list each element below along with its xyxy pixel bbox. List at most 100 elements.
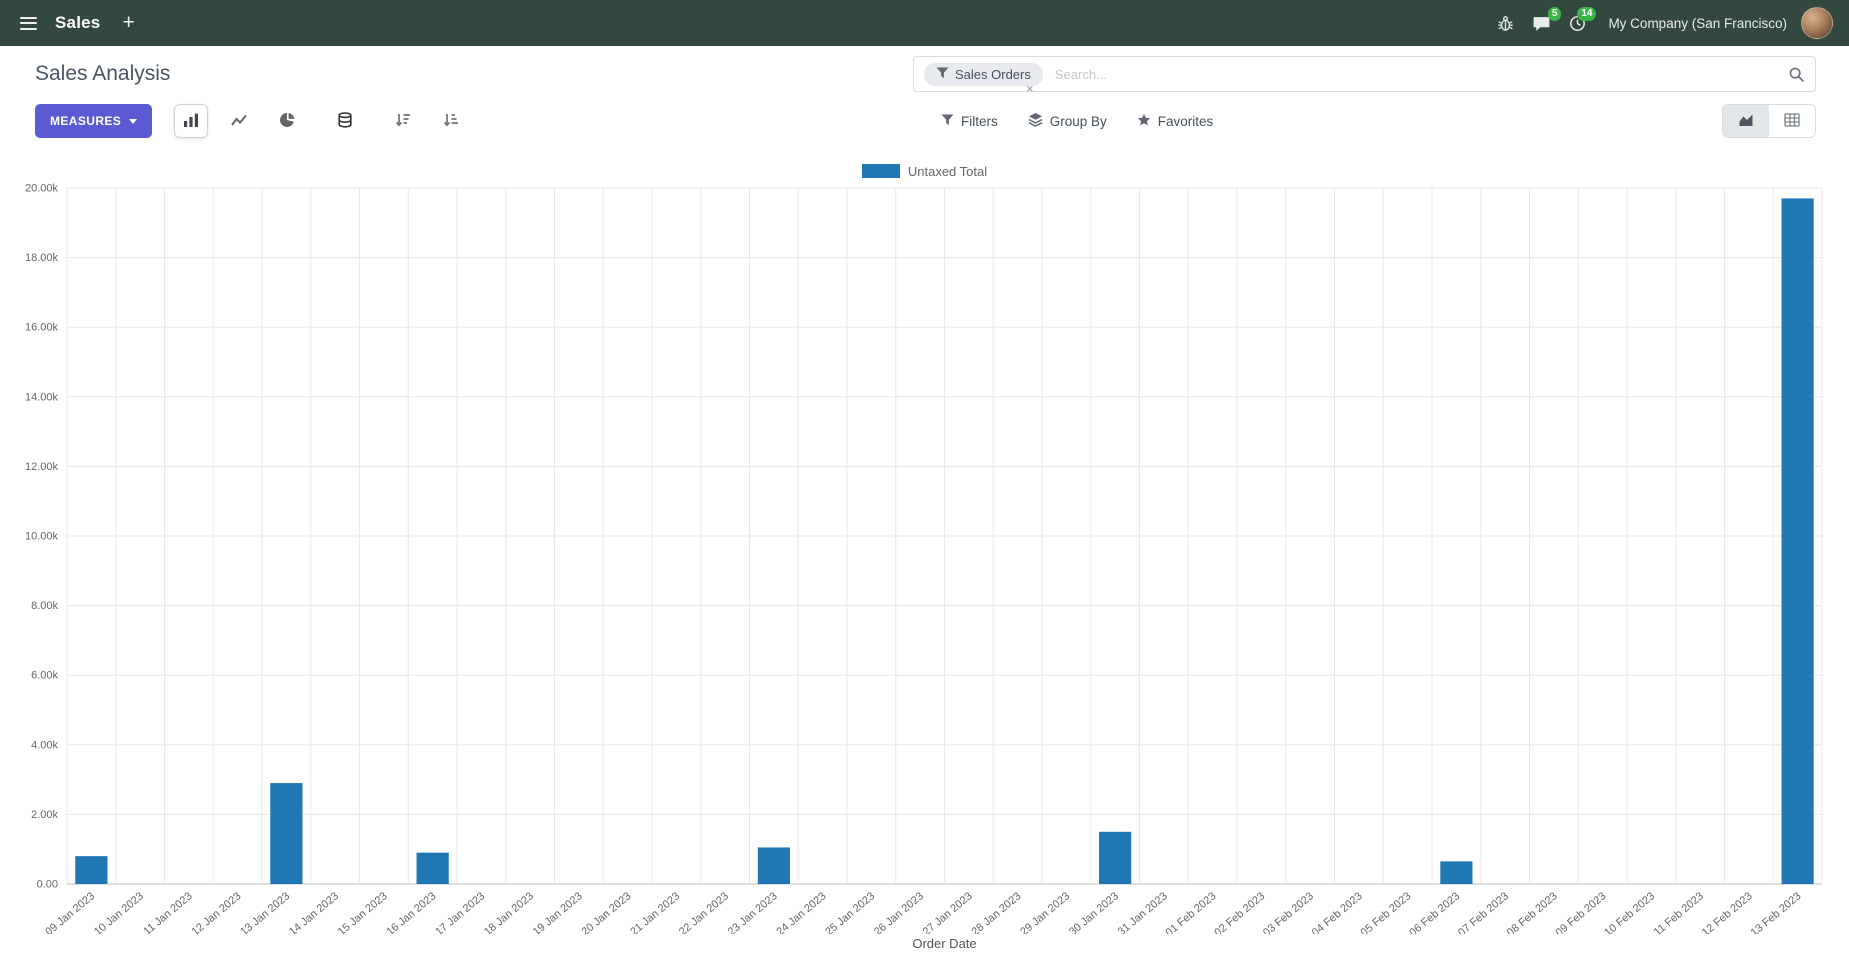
svg-text:10 Jan 2023: 10 Jan 2023	[92, 890, 146, 934]
svg-text:11 Feb 2023: 11 Feb 2023	[1652, 890, 1706, 934]
svg-text:22 Jan 2023: 22 Jan 2023	[677, 890, 731, 934]
facet-filter-icon	[936, 66, 949, 82]
search-icon[interactable]	[1788, 66, 1805, 83]
search-options-group: Filters Group By	[941, 104, 1213, 138]
line-chart-button[interactable]	[222, 104, 256, 138]
apps-menu-icon[interactable]	[16, 13, 41, 34]
svg-text:15 Jan 2023: 15 Jan 2023	[336, 890, 390, 934]
svg-text:20.00k: 20.00k	[25, 183, 59, 195]
svg-text:02 Feb 2023: 02 Feb 2023	[1212, 890, 1267, 934]
svg-text:10 Feb 2023: 10 Feb 2023	[1602, 890, 1657, 934]
svg-text:0.00: 0.00	[37, 879, 58, 891]
bar[interactable]	[416, 852, 449, 884]
line-chart-icon	[231, 112, 247, 131]
pivot-view-button[interactable]	[1769, 105, 1815, 137]
activities-badge: 14	[1577, 6, 1597, 21]
svg-text:16.00k: 16.00k	[25, 322, 59, 334]
pie-chart-icon	[279, 112, 295, 131]
svg-text:09 Jan 2023: 09 Jan 2023	[43, 890, 97, 934]
svg-text:12.00k: 12.00k	[25, 461, 59, 473]
svg-text:01 Feb 2023: 01 Feb 2023	[1164, 890, 1219, 934]
svg-text:29 Jan 2023: 29 Jan 2023	[1018, 890, 1072, 934]
bar[interactable]	[757, 847, 790, 884]
search-input[interactable]	[1052, 65, 1778, 83]
plus-icon[interactable]: +	[122, 11, 135, 34]
svg-text:21 Jan 2023: 21 Jan 2023	[628, 890, 682, 934]
user-avatar[interactable]	[1801, 7, 1833, 39]
svg-text:09 Feb 2023: 09 Feb 2023	[1554, 890, 1609, 934]
svg-text:31 Jan 2023: 31 Jan 2023	[1116, 890, 1170, 934]
svg-text:26 Jan 2023: 26 Jan 2023	[872, 890, 926, 934]
control-panel-bottom: MEASURES	[35, 104, 1816, 138]
app-name[interactable]: Sales	[55, 13, 101, 32]
svg-text:18.00k: 18.00k	[25, 252, 59, 264]
svg-text:30 Jan 2023: 30 Jan 2023	[1067, 890, 1121, 934]
control-panel: Sales Analysis Sales Orders ×	[0, 46, 1849, 150]
svg-text:12 Feb 2023: 12 Feb 2023	[1700, 890, 1755, 934]
svg-text:17 Jan 2023: 17 Jan 2023	[433, 890, 487, 934]
chart-canvas[interactable]: 0.00 2.00k 4.00k 6.00k 8.00k 10.00k 12.00k 14.0…	[0, 180, 1849, 939]
measures-button[interactable]: MEASURES	[35, 104, 153, 138]
measures-label: MEASURES	[50, 114, 122, 128]
pie-chart-button[interactable]	[270, 104, 304, 138]
svg-text:19 Jan 2023: 19 Jan 2023	[531, 890, 585, 934]
chart-area: Untaxed Total 0.00 2.00k 4.00k 6.00k 8.00k 10…	[0, 150, 1849, 958]
bar[interactable]	[75, 856, 108, 884]
group-by-label: Group By	[1049, 113, 1107, 129]
legend-swatch	[861, 164, 900, 178]
chart-svg: 0.00 2.00k 4.00k 6.00k 8.00k 10.00k 12.00k 14.0…	[25, 183, 1823, 939]
bar[interactable]	[1440, 861, 1473, 884]
svg-text:07 Feb 2023: 07 Feb 2023	[1456, 890, 1511, 934]
svg-text:2.00k: 2.00k	[31, 809, 58, 821]
svg-text:6.00k: 6.00k	[31, 670, 58, 682]
svg-text:05 Feb 2023: 05 Feb 2023	[1359, 890, 1414, 934]
svg-text:27 Jan 2023: 27 Jan 2023	[921, 890, 975, 934]
group-by-button[interactable]: Group By	[1028, 112, 1107, 130]
sort-ascending-button[interactable]	[434, 104, 468, 138]
pivot-view-icon	[1784, 112, 1800, 131]
svg-text:8.00k: 8.00k	[31, 600, 58, 612]
bar[interactable]	[1781, 198, 1814, 884]
bar-chart-button[interactable]	[174, 104, 209, 138]
svg-text:08 Feb 2023: 08 Feb 2023	[1505, 890, 1560, 934]
svg-text:11 Jan 2023: 11 Jan 2023	[141, 890, 194, 934]
legend-label: Untaxed Total	[907, 163, 988, 179]
bar-chart-icon	[183, 112, 199, 131]
svg-text:28 Jan 2023: 28 Jan 2023	[969, 890, 1023, 934]
stacked-database-icon	[337, 111, 353, 131]
favorites-label: Favorites	[1157, 113, 1214, 129]
sort-descending-button[interactable]	[386, 104, 420, 138]
svg-text:20 Jan 2023: 20 Jan 2023	[579, 890, 633, 934]
company-switcher[interactable]: My Company (San Francisco)	[1608, 15, 1787, 31]
x-axis-title: Order Date	[912, 936, 977, 951]
search-facet-label: Sales Orders	[955, 66, 1031, 82]
messages-icon[interactable]: 5	[1532, 6, 1562, 32]
sort-ascending-icon	[443, 112, 459, 131]
svg-text:24 Jan 2023: 24 Jan 2023	[774, 890, 828, 934]
svg-text:13 Feb 2023: 13 Feb 2023	[1749, 890, 1804, 934]
search-bar[interactable]: Sales Orders ×	[913, 56, 1816, 96]
svg-text:13 Jan 2023: 13 Jan 2023	[238, 890, 292, 934]
chart-legend[interactable]: Untaxed Total	[0, 162, 1849, 180]
debug-bug-icon[interactable]	[1497, 15, 1514, 32]
filters-button[interactable]: Filters	[941, 114, 998, 129]
page-title: Sales Analysis	[35, 62, 171, 85]
svg-text:14.00k: 14.00k	[25, 391, 59, 403]
svg-text:04 Feb 2023: 04 Feb 2023	[1310, 890, 1365, 934]
svg-text:14 Jan 2023: 14 Jan 2023	[287, 890, 341, 934]
stacked-toggle-button[interactable]	[328, 104, 362, 138]
navbar-right: 5 14 My Company (San Francisco)	[1479, 6, 1833, 39]
bar[interactable]	[270, 783, 303, 884]
view-switcher	[1722, 104, 1816, 138]
facet-remove-icon[interactable]: ×	[1026, 81, 1034, 96]
svg-text:06 Feb 2023: 06 Feb 2023	[1407, 890, 1462, 934]
graph-view-icon	[1738, 112, 1754, 131]
activities-clock-icon[interactable]: 14	[1569, 6, 1597, 32]
favorites-button[interactable]: Favorites	[1137, 113, 1214, 130]
bar[interactable]	[1099, 831, 1132, 884]
graph-view-button[interactable]	[1723, 105, 1769, 137]
svg-text:25 Jan 2023: 25 Jan 2023	[823, 890, 877, 934]
chevron-down-icon	[129, 118, 138, 124]
search-facet[interactable]: Sales Orders	[924, 62, 1043, 86]
